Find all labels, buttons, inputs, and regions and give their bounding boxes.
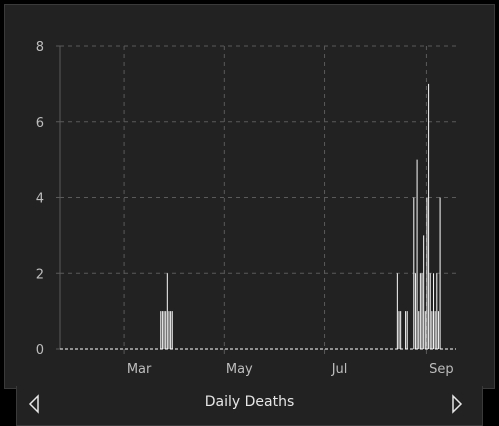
bar	[165, 311, 167, 349]
chevron-right-icon[interactable]	[446, 394, 466, 414]
bar	[166, 273, 168, 349]
bar	[437, 311, 439, 349]
y-tick-label: 6	[36, 116, 44, 131]
bar	[428, 83, 430, 349]
bar	[161, 311, 163, 349]
x-tick-label: May	[226, 362, 253, 377]
bar	[423, 235, 425, 349]
bar	[398, 311, 400, 349]
axes: 0 2 4 6 8 Mar May Jul Sep	[36, 40, 456, 377]
bars	[160, 83, 441, 349]
bar	[431, 311, 433, 349]
bar	[419, 273, 421, 349]
bar	[434, 311, 436, 349]
daily-deaths-chart: 0 2 4 6 8 Mar May Jul Sep	[36, 40, 456, 377]
bar	[171, 311, 173, 349]
y-tick-label: 2	[36, 267, 44, 282]
bar	[396, 273, 398, 349]
x-tick-label: Sep	[429, 362, 454, 377]
bar	[163, 311, 165, 349]
bar	[418, 311, 420, 349]
bar	[414, 273, 416, 349]
bar	[416, 159, 418, 349]
bar	[413, 197, 415, 349]
grid	[60, 45, 456, 349]
bar	[170, 311, 172, 349]
bar	[424, 311, 426, 349]
y-tick-label: 8	[36, 40, 44, 55]
bar	[429, 273, 431, 349]
bar	[405, 311, 407, 349]
bar	[439, 197, 441, 349]
chart-footer: Daily Deaths	[16, 386, 483, 426]
chevron-left-icon[interactable]	[25, 394, 45, 414]
bar	[436, 273, 438, 349]
bar	[432, 273, 435, 349]
bar	[406, 311, 408, 349]
y-tick-label: 0	[36, 343, 44, 358]
bar	[160, 311, 162, 349]
bar	[426, 197, 428, 349]
x-tick-label: Jul	[331, 362, 348, 377]
bar	[168, 311, 170, 349]
x-tick-label: Mar	[127, 362, 152, 377]
chart-title: Daily Deaths	[204, 394, 295, 410]
y-tick-label: 4	[36, 192, 44, 207]
bar	[400, 311, 402, 349]
bar	[421, 273, 423, 349]
chart-panel: 0 2 4 6 8 Mar May Jul Sep	[4, 4, 495, 389]
